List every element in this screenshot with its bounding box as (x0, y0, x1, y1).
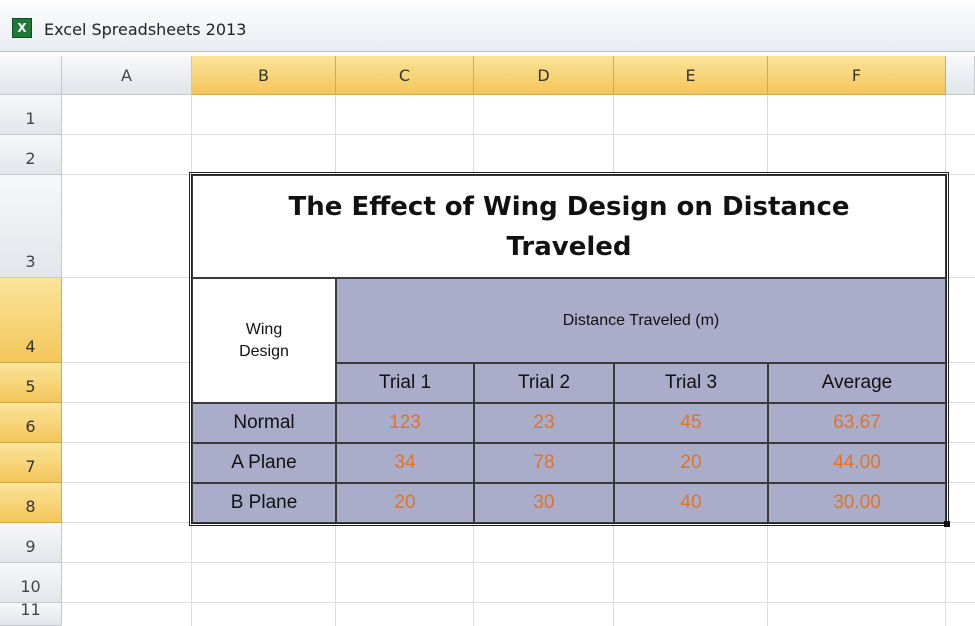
window-title: Excel Spreadsheets 2013 (44, 20, 247, 39)
value-cell: 30.00 (768, 483, 946, 523)
column-header: A (62, 56, 192, 95)
row-header: 11 (0, 600, 62, 626)
value-cell: 40 (614, 483, 768, 523)
corner-cell (0, 56, 62, 95)
value-cell: 63.67 (768, 403, 946, 443)
value-cell: 20 (336, 483, 474, 523)
column-header: D (474, 56, 614, 95)
excel-icon: X (12, 18, 32, 38)
title-bar: X Excel Spreadsheets 2013 (0, 0, 975, 52)
column-label: Average (768, 363, 946, 403)
row-label: Normal (192, 403, 336, 443)
value-cell: 34 (336, 443, 474, 483)
fill-handle (944, 521, 950, 527)
column-label: Trial 3 (614, 363, 768, 403)
value-cell: 44.00 (768, 443, 946, 483)
table-title: The Effect of Wing Design on Distance Tr… (192, 175, 946, 278)
row-header: 8 (0, 483, 62, 523)
row-header: 4 (0, 278, 62, 363)
value-cell: 20 (614, 443, 768, 483)
grid-line (0, 562, 975, 563)
row-header-cell: Wing Design (192, 278, 336, 403)
row-header: 5 (0, 363, 62, 403)
value-cell: 123 (336, 403, 474, 443)
column-header: E (614, 56, 768, 95)
row-header: 3 (0, 175, 62, 278)
row-header: 9 (0, 523, 62, 563)
row-header: 1 (0, 95, 62, 135)
column-header: B (192, 56, 336, 95)
column-label: Trial 1 (336, 363, 474, 403)
value-cell: 23 (474, 403, 614, 443)
table-border (189, 172, 949, 526)
column-header: F (768, 56, 946, 95)
row-label: B Plane (192, 483, 336, 523)
group-header: Distance Traveled (m) (336, 278, 946, 363)
row-header: 7 (0, 443, 62, 483)
grid-line (0, 134, 975, 135)
value-cell: 78 (474, 443, 614, 483)
column-label: Trial 2 (474, 363, 614, 403)
grid-line (0, 602, 975, 603)
value-cell: 45 (614, 403, 768, 443)
row-header: 2 (0, 135, 62, 175)
value-cell: 30 (474, 483, 614, 523)
row-label: A Plane (192, 443, 336, 483)
row-header: 6 (0, 403, 62, 443)
column-header (946, 56, 975, 95)
column-header: C (336, 56, 474, 95)
row-header: 10 (0, 563, 62, 603)
